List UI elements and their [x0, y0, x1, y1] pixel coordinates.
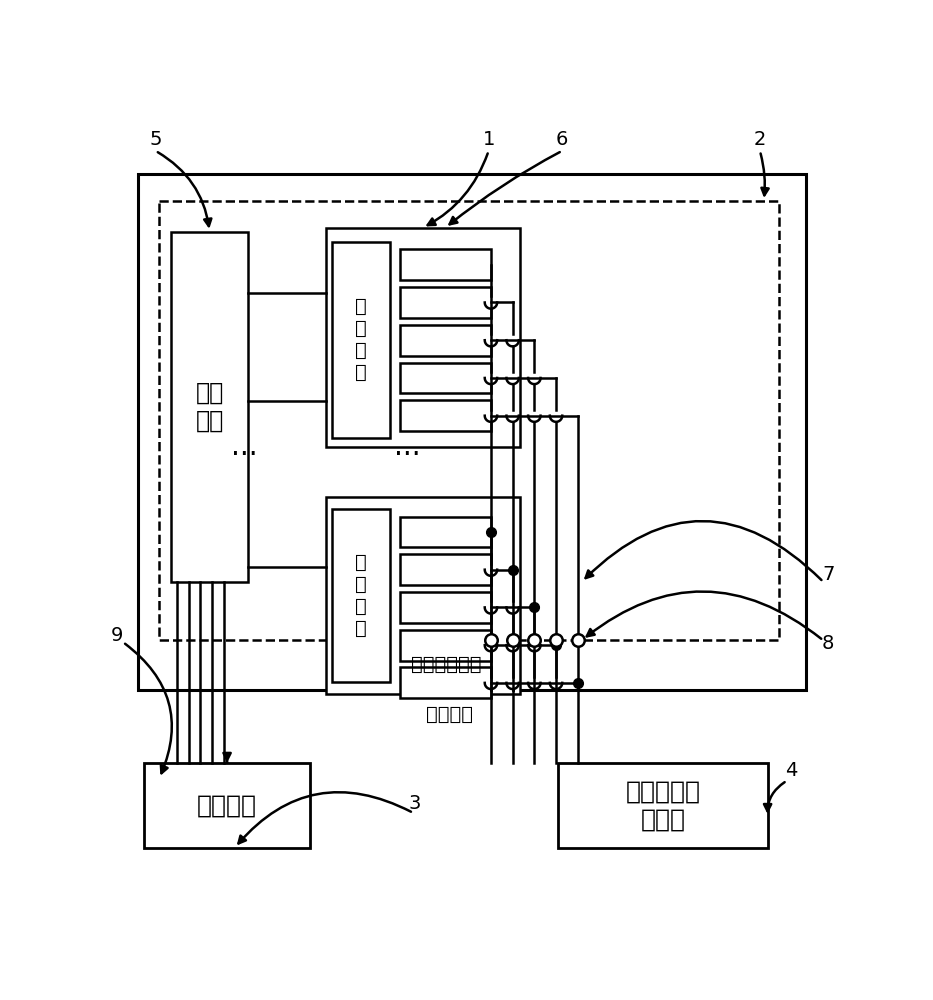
Text: 高低温笱: 高低温笱 [425, 705, 473, 724]
Text: 8: 8 [822, 634, 834, 653]
Text: 1: 1 [482, 130, 494, 149]
Text: ···: ··· [231, 441, 258, 469]
Bar [558, 763, 768, 848]
Text: 5: 5 [149, 130, 161, 149]
Text: 3: 3 [409, 794, 421, 813]
Bar [399, 667, 491, 698]
Text: 光电耦合器
测试乺: 光电耦合器 测试乺 [625, 779, 701, 831]
Text: 测
试
插
座: 测 试 插 座 [355, 553, 367, 638]
Bar [144, 763, 311, 848]
Bar [160, 201, 779, 640]
Bar [399, 400, 491, 431]
Bar [399, 517, 491, 547]
Text: ···: ··· [394, 441, 421, 469]
Text: 译码
电路: 译码 电路 [196, 381, 224, 433]
Bar [332, 509, 390, 682]
Bar [332, 242, 390, 438]
Text: 高低温测试板: 高低温测试板 [411, 655, 481, 674]
Bar [138, 174, 806, 690]
Bar [399, 554, 491, 585]
Text: 6: 6 [556, 130, 568, 149]
Bar [399, 630, 491, 661]
Text: 控制单元: 控制单元 [197, 793, 258, 817]
Bar [399, 363, 491, 393]
Bar [399, 592, 491, 623]
Text: 9: 9 [110, 626, 123, 645]
Bar [399, 325, 491, 356]
Text: 测
试
插
座: 测 试 插 座 [355, 297, 367, 382]
Bar [326, 497, 520, 694]
Text: 7: 7 [822, 565, 834, 584]
Bar [399, 249, 491, 280]
Text: 4: 4 [785, 761, 797, 780]
Text: 2: 2 [754, 130, 766, 149]
Bar [399, 287, 491, 318]
Bar [326, 228, 520, 447]
Bar [171, 232, 248, 582]
